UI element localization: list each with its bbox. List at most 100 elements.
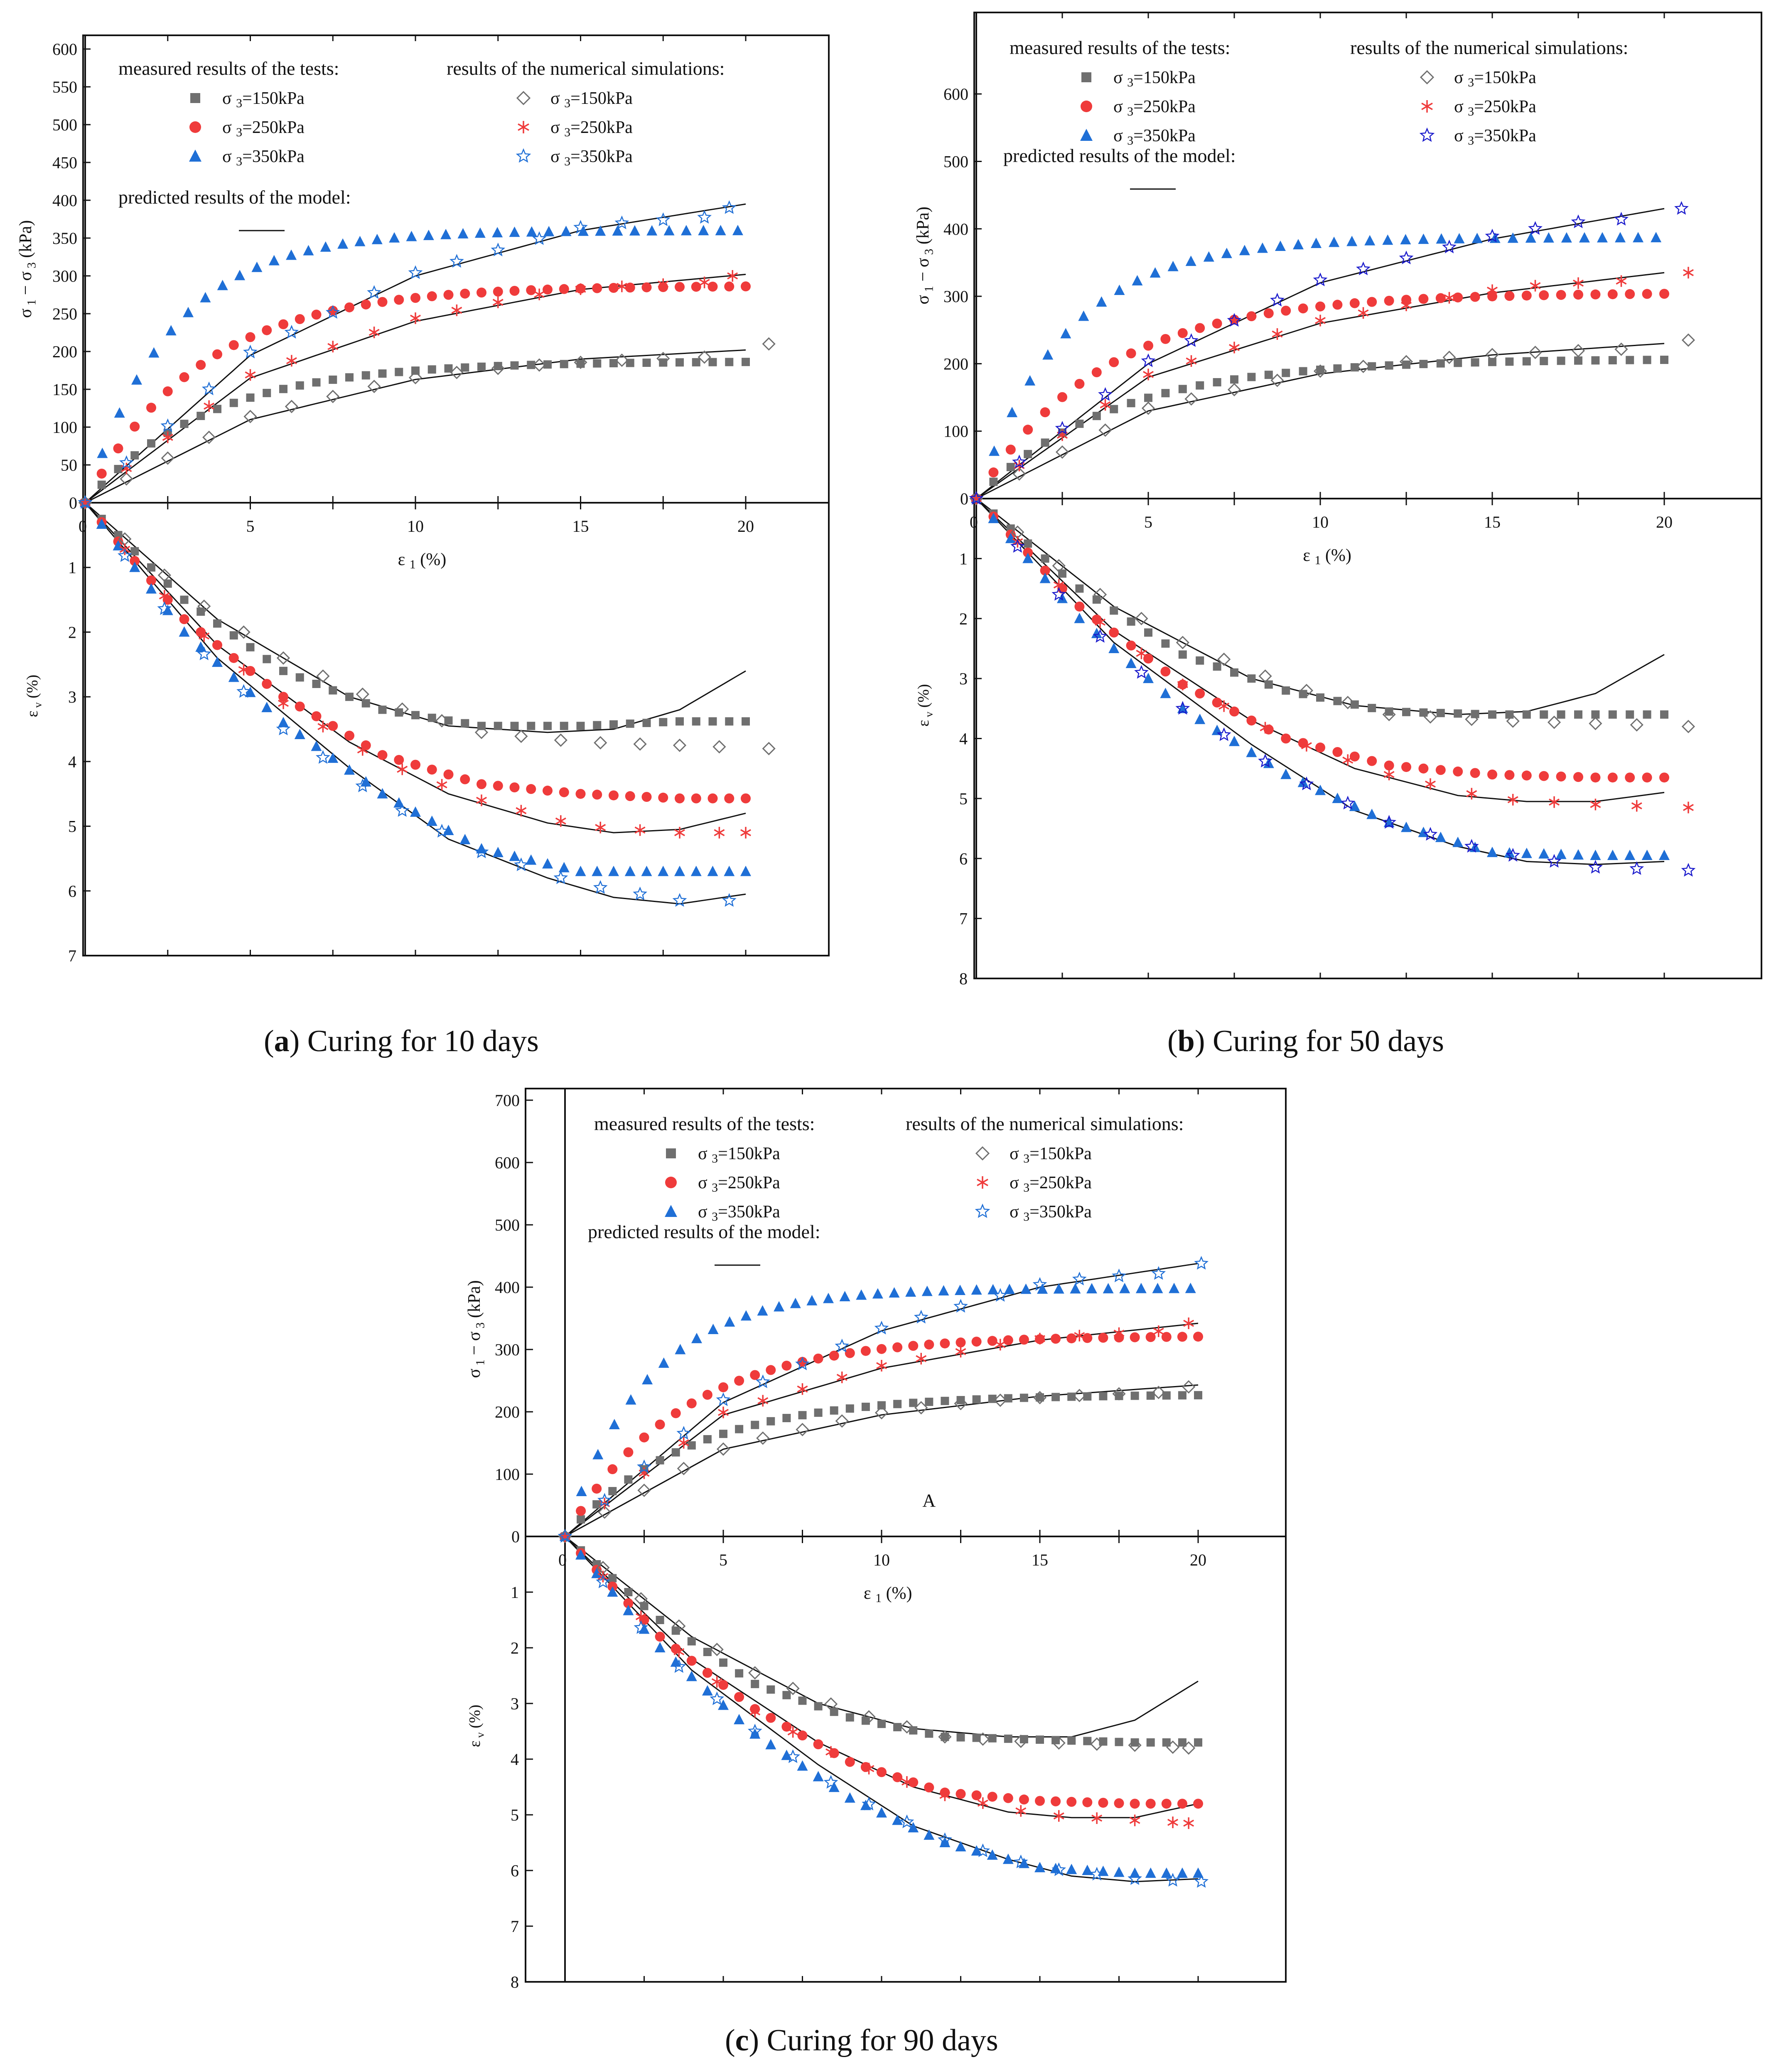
measured-stress-point <box>940 1338 950 1349</box>
measured-volume-point <box>1004 1734 1012 1743</box>
measured-volume-point <box>782 1691 791 1699</box>
measured-volume-point <box>560 722 568 730</box>
measured-volume-point <box>718 1680 728 1690</box>
measured-stress-point <box>1505 357 1514 366</box>
measured-stress-point <box>893 1400 902 1408</box>
measured-stress-point <box>1203 251 1214 262</box>
simulated-stress-point <box>716 1392 731 1406</box>
y-tick-label: 200 <box>495 1403 520 1421</box>
measured-stress-point <box>1053 1283 1064 1294</box>
simulated-volume-point <box>596 1574 610 1588</box>
legend-entry-label: σ 3=350kPa <box>1113 126 1196 147</box>
simulated-stress-point <box>449 254 464 268</box>
simulated-volume-point <box>787 1726 798 1738</box>
simulated-volume-point <box>1464 839 1479 853</box>
simulated-stress-point <box>656 212 671 226</box>
measured-stress-point <box>872 1288 883 1299</box>
caption-letter: b <box>1178 1024 1195 1058</box>
measured-volume-point <box>735 1669 744 1678</box>
measured-stress-point <box>658 1357 669 1368</box>
x-tick-label: 15 <box>1032 1551 1048 1569</box>
measured-stress-point <box>268 255 280 265</box>
measured-volume-point <box>196 627 206 637</box>
simulated-stress-point <box>1098 423 1112 437</box>
measured-stress-point <box>1004 1283 1015 1294</box>
measured-volume-point <box>1082 1797 1093 1807</box>
asterisk-stroke <box>1012 538 1023 546</box>
measured-volume-point <box>1091 627 1102 638</box>
measured-volume-point <box>328 721 338 731</box>
measured-volume-point <box>1280 769 1292 779</box>
simulated-volume-point <box>1629 861 1644 875</box>
simulated-volume-point <box>1588 860 1603 874</box>
simulated-stress-point <box>1444 292 1455 304</box>
simulated-stress-point <box>1681 333 1695 347</box>
axis-label-part: 1 <box>1314 553 1321 567</box>
measured-volume-point <box>1436 709 1445 718</box>
measured-volume-point <box>1539 771 1549 781</box>
simulated-stress-point <box>1074 1330 1085 1342</box>
measured-volume-point <box>707 865 718 876</box>
measured-stress-point <box>1130 1332 1140 1342</box>
simulated-volume-point <box>1052 1736 1066 1750</box>
measured-stress-point <box>856 1289 867 1300</box>
asterisk-stroke <box>658 280 669 288</box>
simulated-stress-point <box>676 1426 691 1440</box>
measured-stress-point <box>757 1305 768 1316</box>
asterisk-stroke <box>397 766 408 773</box>
measured-stress-point <box>1454 359 1462 367</box>
measured-stress-point <box>924 1340 934 1350</box>
measured-volume-point <box>1160 688 1171 698</box>
figure-caption: (c) Curing for 90 days <box>725 2023 998 2057</box>
x-tick-label: 15 <box>572 517 589 536</box>
measured-volume-point <box>559 787 569 797</box>
y-tick-label: 150 <box>52 380 77 399</box>
axis-label-part: (%) <box>915 684 932 711</box>
axis-label-part: 1 <box>474 1359 487 1369</box>
asterisk-stroke <box>1186 357 1197 365</box>
measured-volume-point <box>576 722 585 730</box>
simulated-volume-point <box>748 1666 762 1680</box>
simulated-volume-point <box>395 803 410 817</box>
measured-volume-point <box>1005 533 1016 543</box>
simulated-volume-point <box>1423 827 1438 841</box>
measured-volume-point <box>877 1720 886 1728</box>
measured-stress-point <box>1161 389 1170 398</box>
measured-stress-point <box>1487 291 1497 302</box>
measured-stress-point <box>1075 419 1084 428</box>
measured-volume-point <box>1573 772 1583 782</box>
measured-stress-point <box>692 358 700 366</box>
measured-volume-point <box>1194 713 1206 724</box>
simulated-volume-point <box>316 669 330 683</box>
measured-volume-point <box>542 858 553 869</box>
measured-stress-point <box>1539 290 1549 300</box>
measured-stress-point <box>707 281 718 292</box>
measured-stress-point <box>1024 450 1032 458</box>
measured-volume-point <box>1162 1738 1171 1747</box>
asterisk-stroke <box>1530 282 1541 290</box>
measured-volume-point <box>1282 686 1290 695</box>
y-tick-label: 5 <box>68 817 76 836</box>
measured-volume-point <box>690 865 702 876</box>
y-tick-label: 400 <box>52 191 77 210</box>
asterisk-stroke <box>1053 581 1064 589</box>
simulated-stress-point <box>1674 201 1689 215</box>
measured-stress-point <box>691 282 701 292</box>
measured-volume-point <box>1659 772 1669 783</box>
measured-volume-point <box>1624 850 1636 860</box>
measured-volume-point <box>1264 680 1273 689</box>
measured-stress-point <box>1574 356 1582 365</box>
simulated-stress-point <box>795 1357 810 1371</box>
axial-strain-axis-label: ε 1 (%) <box>1303 546 1351 567</box>
simulated-stress-point <box>874 1320 889 1335</box>
measured-stress-point <box>1246 311 1257 322</box>
legend-entry-label: σ 3=250kPa <box>698 1173 780 1195</box>
simulated-volume-point <box>594 736 607 750</box>
asterisk-stroke <box>159 592 170 600</box>
asterisk-stroke <box>317 723 329 730</box>
measured-stress-point <box>1488 358 1496 366</box>
simulated-stress-point <box>368 327 380 339</box>
measured-stress-point <box>1418 233 1429 244</box>
axis-label-part: 1 <box>410 558 416 571</box>
simulated-stress-point <box>1313 272 1328 286</box>
